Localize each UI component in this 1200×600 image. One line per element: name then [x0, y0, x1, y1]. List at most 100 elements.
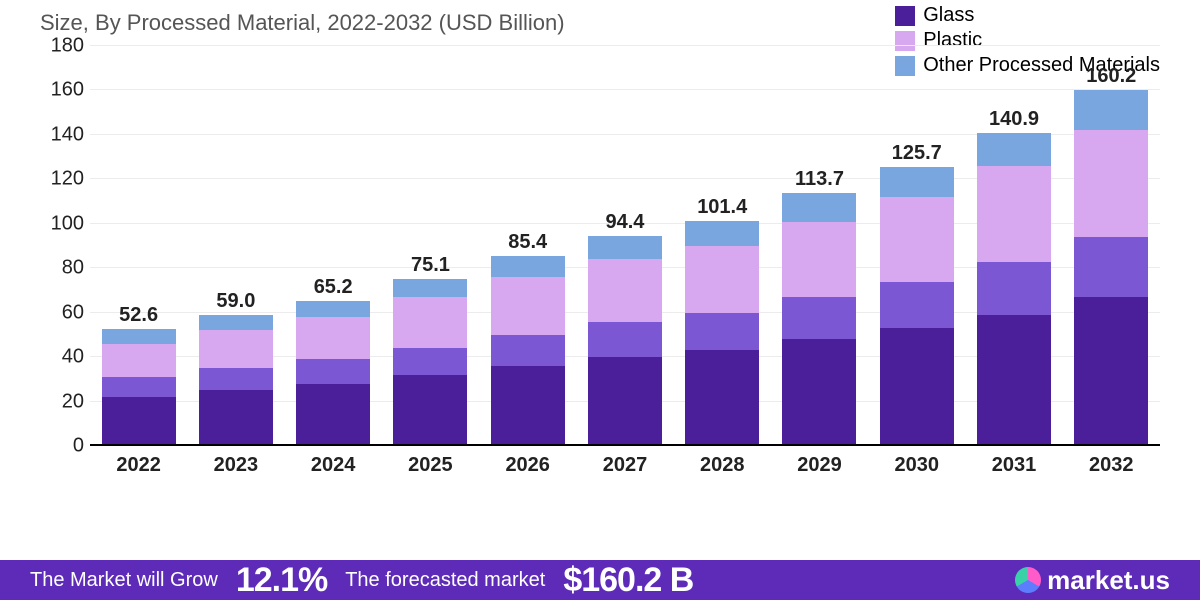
legend-label: Glass — [923, 4, 974, 27]
y-tick-label: 80 — [62, 257, 84, 280]
y-tick-label: 160 — [51, 79, 84, 102]
bar-segment-plastic — [102, 344, 176, 377]
bar-segment-plastic — [491, 277, 565, 335]
bar-segment-glass — [199, 368, 273, 390]
bar-segment-plastic — [880, 197, 954, 281]
bar-segment-plastic — [199, 330, 273, 368]
x-tick-label: 2031 — [977, 446, 1051, 486]
bar-stack — [199, 315, 273, 446]
footer-growth-pct: 12.1% — [236, 561, 327, 600]
plot-area: 020406080100120140160180 52.659.065.275.… — [40, 46, 1160, 486]
bar-column: 85.4 — [491, 231, 565, 446]
bar-segment-plastic — [296, 317, 370, 359]
y-tick-label: 180 — [51, 35, 84, 58]
brand-logo-icon — [1015, 567, 1041, 593]
bar-segment-metal — [393, 375, 467, 446]
brand-name: market.us — [1047, 565, 1170, 596]
bar-segment-glass — [977, 262, 1051, 315]
bar-segment-plastic — [393, 297, 467, 348]
footer-text-mid: The forecasted market — [345, 569, 545, 592]
bar-segment-glass — [588, 322, 662, 358]
bar-total-label: 59.0 — [216, 290, 255, 313]
bar-segment-other — [1074, 90, 1148, 130]
x-tick-label: 2030 — [880, 446, 954, 486]
bar-segment-metal — [1074, 297, 1148, 446]
bar-segment-plastic — [588, 259, 662, 321]
bar-total-label: 85.4 — [508, 231, 547, 254]
bar-segment-other — [491, 256, 565, 277]
bar-segment-other — [393, 279, 467, 297]
bar-segment-metal — [296, 384, 370, 446]
bar-segment-metal — [880, 328, 954, 446]
bar-segment-metal — [588, 357, 662, 446]
bar-total-label: 140.9 — [989, 108, 1039, 131]
bar-column: 52.6 — [102, 304, 176, 446]
y-tick-label: 140 — [51, 123, 84, 146]
bar-total-label: 101.4 — [697, 196, 747, 219]
x-tick-label: 2024 — [296, 446, 370, 486]
bar-segment-plastic — [1074, 130, 1148, 237]
x-tick-label: 2029 — [782, 446, 856, 486]
bar-column: 94.4 — [588, 211, 662, 446]
x-tick-label: 2025 — [393, 446, 467, 486]
y-tick-label: 60 — [62, 301, 84, 324]
y-tick-label: 120 — [51, 168, 84, 191]
bar-segment-metal — [685, 350, 759, 446]
x-tick-label: 2026 — [491, 446, 565, 486]
x-axis: 2022202320242025202620272028202920302031… — [90, 446, 1160, 486]
y-tick-label: 100 — [51, 212, 84, 235]
x-tick-label: 2027 — [588, 446, 662, 486]
bar-segment-glass — [296, 359, 370, 383]
bar-stack — [685, 221, 759, 446]
bar-stack — [102, 329, 176, 446]
bar-column: 59.0 — [199, 290, 273, 446]
bar-total-label: 113.7 — [795, 168, 844, 191]
bar-segment-glass — [1074, 237, 1148, 297]
bar-stack — [782, 193, 856, 446]
bar-stack — [1074, 90, 1148, 446]
bar-total-label: 94.4 — [605, 211, 644, 234]
bars-area: 52.6 59.0 65.2 75.1 85.4 94.4 101.4 113.7 125.7 1… — [90, 46, 1160, 446]
bar-segment-other — [588, 236, 662, 259]
bar-total-label: 125.7 — [892, 142, 942, 165]
bar-segment-other — [296, 301, 370, 317]
x-tick-label: 2028 — [685, 446, 759, 486]
y-tick-label: 0 — [73, 435, 84, 458]
bar-segment-glass — [393, 348, 467, 375]
bar-column: 160.2 — [1074, 65, 1148, 446]
footer-market-value: $160.2 B — [563, 561, 693, 600]
legend-swatch — [895, 6, 915, 26]
bar-column: 125.7 — [880, 142, 954, 446]
bar-stack — [393, 279, 467, 446]
bar-total-label: 52.6 — [119, 304, 158, 327]
bar-column: 113.7 — [782, 168, 856, 446]
bar-total-label: 160.2 — [1086, 65, 1136, 88]
bar-column: 140.9 — [977, 108, 1051, 446]
bar-column: 75.1 — [393, 254, 467, 446]
bar-segment-glass — [685, 313, 759, 351]
bar-stack — [977, 133, 1051, 446]
bar-segment-glass — [880, 282, 954, 329]
y-tick-label: 20 — [62, 390, 84, 413]
bar-segment-metal — [102, 397, 176, 446]
bar-stack — [880, 167, 954, 446]
bar-segment-metal — [491, 366, 565, 446]
brand-logo: market.us — [1015, 565, 1170, 596]
bar-segment-glass — [102, 377, 176, 397]
bar-segment-metal — [782, 339, 856, 446]
legend-item: Glass — [895, 4, 1160, 27]
bar-segment-other — [199, 315, 273, 331]
bar-segment-plastic — [782, 222, 856, 298]
bar-column: 65.2 — [296, 276, 370, 446]
bar-segment-other — [782, 193, 856, 221]
bar-segment-metal — [199, 390, 273, 446]
bar-column: 101.4 — [685, 196, 759, 446]
bar-total-label: 65.2 — [314, 276, 353, 299]
bar-segment-glass — [782, 297, 856, 339]
bar-segment-glass — [491, 335, 565, 366]
x-tick-label: 2032 — [1074, 446, 1148, 486]
bar-segment-other — [977, 133, 1051, 166]
y-axis: 020406080100120140160180 — [40, 46, 90, 446]
y-tick-label: 40 — [62, 346, 84, 369]
bar-stack — [296, 301, 370, 446]
